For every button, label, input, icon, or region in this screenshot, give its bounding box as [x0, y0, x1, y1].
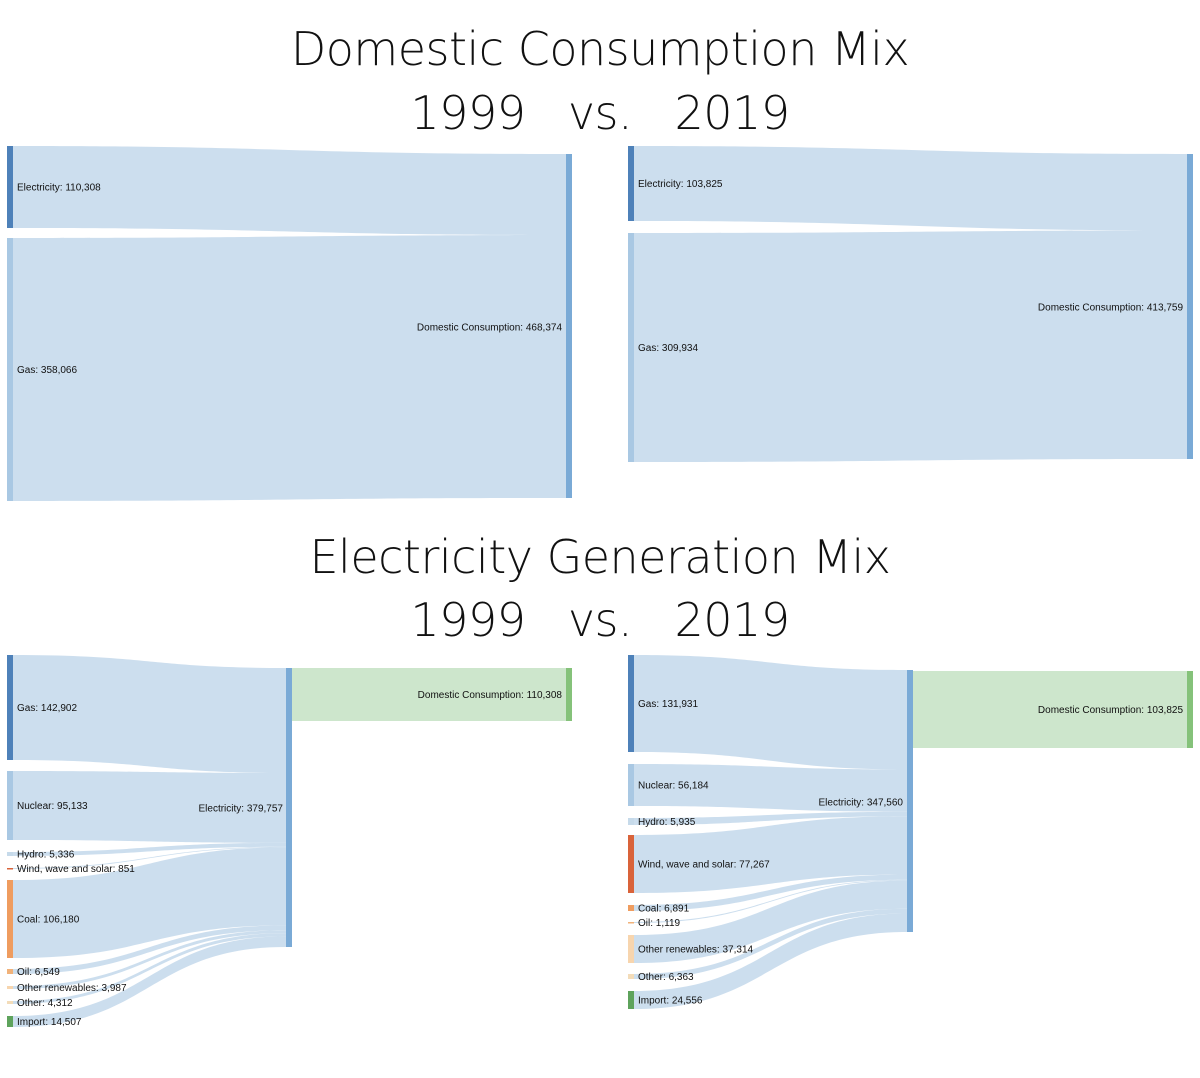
node-label-gas: Gas: 131,931	[638, 699, 698, 710]
link-wind-wave-and-solar-to-electricity[interactable]	[634, 816, 907, 893]
node-label-other: Other: 6,363	[638, 972, 694, 983]
node-coal[interactable]	[628, 905, 634, 911]
link-other-renewables-to-electricity[interactable]	[13, 930, 286, 989]
link-other-to-electricity[interactable]	[13, 933, 286, 1004]
node-import[interactable]	[628, 991, 634, 1009]
node-other[interactable]	[7, 1001, 13, 1004]
node-label-wind-wave-and-solar: Wind, wave and solar: 851	[17, 864, 135, 875]
node-label-electricity: Electricity: 347,560	[819, 798, 904, 809]
node-domestic-consumption[interactable]	[1187, 671, 1193, 748]
node-label-other: Other: 4,312	[17, 998, 73, 1009]
link-coal-to-electricity[interactable]	[13, 847, 286, 958]
node-label-wind-wave-and-solar: Wind, wave and solar: 77,267	[638, 860, 770, 871]
link-coal-to-electricity[interactable]	[634, 874, 907, 911]
node-wind-wave-and-solar[interactable]	[7, 868, 13, 870]
node-oil[interactable]	[7, 969, 13, 974]
node-hydro[interactable]	[628, 818, 634, 825]
node-label-domestic-consumption: Domestic Consumption: 110,308	[418, 690, 563, 701]
node-domestic-consumption[interactable]	[1187, 154, 1193, 459]
link-gas-to-electricity[interactable]	[634, 655, 907, 770]
node-other[interactable]	[628, 974, 634, 979]
node-wind-wave-and-solar[interactable]	[628, 835, 634, 893]
link-import-to-electricity[interactable]	[634, 913, 907, 1009]
node-label-other-renewables: Other renewables: 37,314	[638, 945, 754, 956]
node-import[interactable]	[7, 1016, 13, 1027]
sankey-panel-1: Electricity: 110,308 Gas: 358,066 Domestic…	[7, 146, 572, 501]
node-label-gas: Gas: 358,066	[17, 365, 77, 376]
node-label-gas: Gas: 142,902	[17, 703, 77, 714]
node-electricity[interactable]	[628, 146, 634, 221]
node-label-domestic-consumption: Domestic Consumption: 413,759	[1038, 303, 1184, 314]
node-label-gas: Gas: 309,934	[638, 343, 698, 354]
node-coal[interactable]	[7, 880, 13, 958]
link-oil-to-electricity[interactable]	[13, 925, 286, 974]
link-electricity-to-domestic-consumption[interactable]	[292, 668, 566, 721]
node-label-electricity: Electricity: 110,308	[17, 183, 101, 194]
link-electricity-to-domestic-consumption[interactable]	[13, 146, 566, 236]
node-label-coal: Coal: 6,891	[638, 904, 690, 915]
node-label-coal: Coal: 106,180	[17, 915, 80, 926]
link-electricity-to-domestic-consumption[interactable]	[634, 146, 1187, 231]
link-import-to-electricity[interactable]	[13, 936, 286, 1027]
node-electricity[interactable]	[907, 670, 913, 932]
link-nuclear-to-electricity[interactable]	[13, 771, 286, 843]
node-gas[interactable]	[628, 233, 634, 462]
node-nuclear[interactable]	[7, 771, 13, 840]
node-label-electricity: Electricity: 103,825	[638, 179, 723, 190]
node-gas[interactable]	[7, 238, 13, 501]
node-label-import: Import: 24,556	[638, 996, 703, 1007]
link-gas-to-domestic-consumption[interactable]	[634, 230, 1187, 462]
chart-title-top: Domestic Consumption Mix	[290, 22, 910, 76]
chart-subtitle-top: 1999 vs. 2019	[410, 86, 790, 140]
link-gas-to-domestic-consumption[interactable]	[13, 235, 566, 501]
link-oil-to-electricity[interactable]	[634, 879, 907, 923]
node-label-domestic-consumption: Domestic Consumption: 468,374	[417, 323, 563, 334]
link-other-renewables-to-electricity[interactable]	[634, 880, 907, 963]
sankey-panel-2: Electricity: 103,825 Gas: 309,934 Domestic…	[628, 146, 1193, 462]
link-electricity-to-domestic-consumption[interactable]	[913, 671, 1187, 748]
link-hydro-to-electricity[interactable]	[634, 811, 907, 825]
node-label-hydro: Hydro: 5,935	[638, 817, 696, 828]
sankey-panel-4: Gas: 131,931 Nuclear: 56,184 Hydro: 5,935 W…	[628, 655, 1193, 1009]
node-gas[interactable]	[7, 655, 13, 760]
node-label-electricity: Electricity: 379,757	[199, 804, 284, 815]
link-other-to-electricity[interactable]	[634, 908, 907, 979]
node-other-renewables[interactable]	[628, 935, 634, 963]
node-label-nuclear: Nuclear: 95,133	[17, 801, 88, 812]
node-label-nuclear: Nuclear: 56,184	[638, 781, 709, 792]
node-gas[interactable]	[628, 655, 634, 752]
node-label-other-renewables: Other renewables: 3,987	[17, 983, 127, 994]
node-other-renewables[interactable]	[7, 986, 13, 989]
node-hydro[interactable]	[7, 852, 13, 856]
node-electricity[interactable]	[286, 668, 292, 947]
node-label-hydro: Hydro: 5,336	[17, 850, 75, 861]
node-oil[interactable]	[628, 922, 634, 924]
chart-subtitle-bottom: 1999 vs. 2019	[410, 593, 790, 647]
link-gas-to-electricity[interactable]	[13, 655, 286, 773]
chart-title-bottom: Electricity Generation Mix	[309, 530, 891, 584]
link-wind-wave-and-solar-to-electricity[interactable]	[13, 846, 286, 869]
link-hydro-to-electricity[interactable]	[13, 842, 286, 856]
sankey-panel-3: Gas: 142,902 Nuclear: 95,133 Hydro: 5,336 W…	[7, 655, 572, 1028]
node-label-domestic-consumption: Domestic Consumption: 103,825	[1038, 705, 1184, 716]
node-label-import: Import: 14,507	[17, 1017, 82, 1028]
node-label-oil: Oil: 1,119	[638, 918, 680, 929]
node-domestic-consumption[interactable]	[566, 668, 572, 721]
node-electricity[interactable]	[7, 146, 13, 228]
link-nuclear-to-electricity[interactable]	[634, 764, 907, 812]
node-label-oil: Oil: 6,549	[17, 967, 60, 978]
node-nuclear[interactable]	[628, 764, 634, 806]
node-domestic-consumption[interactable]	[566, 154, 572, 498]
